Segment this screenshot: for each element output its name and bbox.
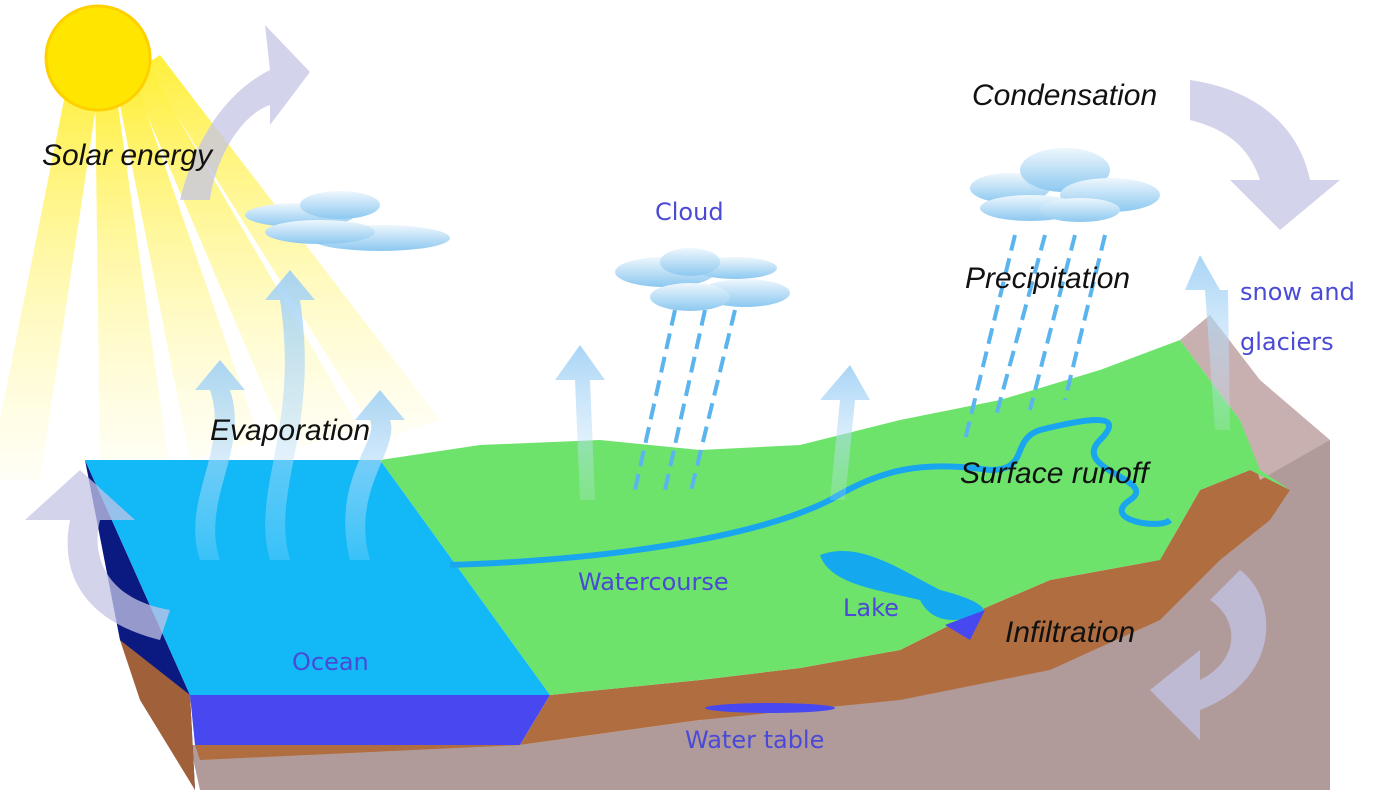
water-table-label: Water table xyxy=(685,726,824,754)
snow-and-glaciers-label: glaciers xyxy=(1240,328,1334,356)
ocean-deep xyxy=(190,695,550,745)
condensation-label: Condensation xyxy=(972,79,1157,112)
cloud-label: Cloud xyxy=(655,198,724,226)
evaporation-label: Evaporation xyxy=(210,414,370,447)
water-table xyxy=(705,703,835,713)
watercourse-label: Watercourse xyxy=(578,568,729,596)
page: {"title": "Water cycle", "labels": { "so… xyxy=(0,0,1376,796)
ocean-label: Ocean xyxy=(292,648,369,676)
cloud-right xyxy=(970,148,1160,222)
solar-energy-label: Solar energy xyxy=(42,139,214,172)
infiltration-label: Infiltration xyxy=(1005,616,1135,649)
snow-and-glaciers-label: snow and xyxy=(1240,278,1355,306)
lake-label: Lake xyxy=(843,594,899,622)
cloud-middle xyxy=(615,248,790,311)
sun xyxy=(46,6,150,110)
surface-runoff-label: Surface runoff xyxy=(960,457,1151,490)
precipitation-label: Precipitation xyxy=(965,262,1130,295)
water-cycle-diagram: Solar energy Evaporation Cloud Condensat… xyxy=(0,0,1376,796)
